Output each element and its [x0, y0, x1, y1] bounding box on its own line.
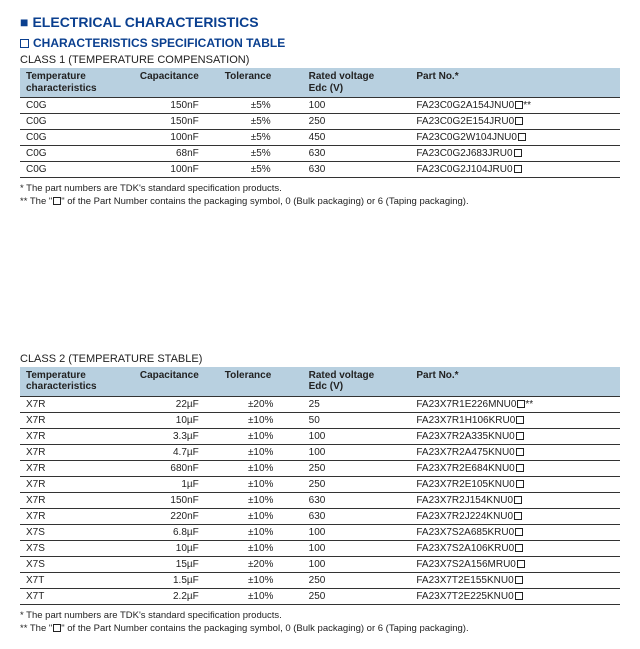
- footnotes-2: * The part numbers are TDK's standard sp…: [20, 609, 620, 636]
- table-row: C0G68nF±5%630FA23C0G2J683JRU0: [20, 146, 620, 162]
- class2-label: CLASS 2 (TEMPERATURE STABLE): [20, 353, 620, 365]
- table-row: X7S6.8µF±10%100FA23X7S2A685KRU0: [20, 524, 620, 540]
- table-row: C0G100nF±5%630FA23C0G2J104JRU0: [20, 162, 620, 178]
- box-icon: [515, 528, 523, 536]
- box-icon: [53, 624, 61, 632]
- table-row: X7R3.3µF±10%100FA23X7R2A335KNU0: [20, 428, 620, 444]
- box-icon: [515, 544, 523, 552]
- table-row: X7R680nF±10%250FA23X7R2E684KNU0: [20, 460, 620, 476]
- table-header-row: Temperaturecharacteristics Capacitance T…: [20, 68, 620, 98]
- class1-table: Temperaturecharacteristics Capacitance T…: [20, 68, 620, 178]
- box-icon: [514, 149, 522, 157]
- table-row: C0G100nF±5%450FA23C0G2W104JNU0: [20, 130, 620, 146]
- table-row: X7R4.7µF±10%100FA23X7R2A475KNU0: [20, 444, 620, 460]
- box-icon: [514, 496, 522, 504]
- table-row: C0G150nF±5%250FA23C0G2E154JRU0: [20, 114, 620, 130]
- box-icon: [518, 133, 526, 141]
- box-icon: [517, 560, 525, 568]
- table-row: X7R150nF±10%630FA23X7R2J154KNU0: [20, 492, 620, 508]
- box-icon: [515, 576, 523, 584]
- table-row: C0G150nF±5%100FA23C0G2A154JNU0**: [20, 98, 620, 114]
- box-icon: [516, 432, 524, 440]
- box-icon: [516, 464, 524, 472]
- table-row: X7T2.2µF±10%250FA23X7T2E225KNU0: [20, 588, 620, 604]
- table-row: X7R22µF±20%25FA23X7R1E226MNU0**: [20, 396, 620, 412]
- box-icon: [514, 512, 522, 520]
- class1-label: CLASS 1 (TEMPERATURE COMPENSATION): [20, 54, 620, 66]
- box-icon: [516, 480, 524, 488]
- box-icon: [515, 101, 523, 109]
- box-icon: [515, 592, 523, 600]
- table-row: X7R10µF±10%50FA23X7R1H106KRU0: [20, 412, 620, 428]
- table-row: X7S15µF±20%100FA23X7S2A156MRU0: [20, 556, 620, 572]
- table-row: X7S10µF±10%100FA23X7S2A106KRU0: [20, 540, 620, 556]
- main-title: ■ELECTRICAL CHARACTERISTICS: [20, 14, 620, 30]
- table-row: X7T1.5µF±10%250FA23X7T2E155KNU0: [20, 572, 620, 588]
- box-icon: [514, 165, 522, 173]
- sub-title: CHARACTERISTICS SPECIFICATION TABLE: [20, 36, 620, 50]
- box-icon: [516, 416, 524, 424]
- footnotes-1: * The part numbers are TDK's standard sp…: [20, 182, 620, 209]
- table-row: X7R220nF±10%630FA23X7R2J224KNU0: [20, 508, 620, 524]
- box-icon: [515, 117, 523, 125]
- table-header-row: Temperaturecharacteristics Capacitance T…: [20, 367, 620, 397]
- box-icon: [517, 400, 525, 408]
- box-icon: [516, 448, 524, 456]
- table-row: X7R1µF±10%250FA23X7R2E105KNU0: [20, 476, 620, 492]
- class2-table: Temperaturecharacteristics Capacitance T…: [20, 367, 620, 605]
